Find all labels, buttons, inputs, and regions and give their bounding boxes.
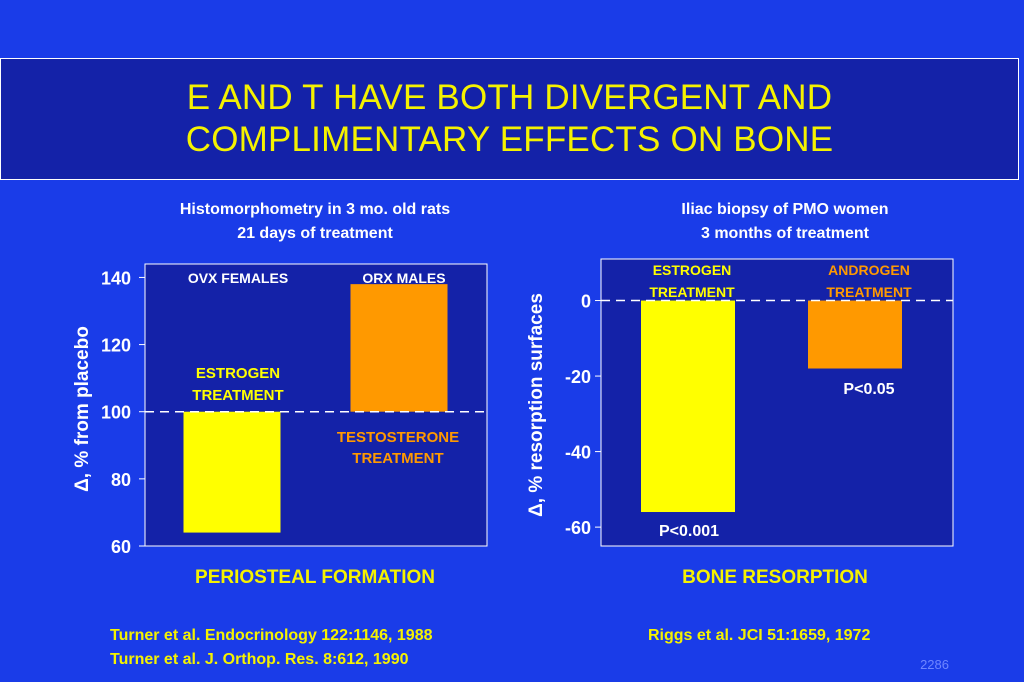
slide-number: 2286 (920, 657, 949, 672)
left-bar-testosterone (350, 284, 448, 412)
left-bar-label-estrogen-1: ESTROGEN (196, 365, 280, 382)
left-group-label-ovx: OVX FEMALES (188, 270, 288, 286)
right-chart-subtitle: Iliac biopsy of PMO women 3 months of tr… (590, 198, 980, 246)
right-pvalue-androgen: P<0.05 (843, 381, 894, 398)
right-chart-xlabel: BONE RESORPTION (682, 567, 868, 588)
left-y-axis-label: Δ, % from placebo (72, 326, 93, 492)
right-y-tick-label: 0 (581, 292, 591, 312)
reference-3: Riggs et al. JCI 51:1659, 1972 (648, 627, 871, 644)
right-references: Riggs et al. JCI 51:1659, 1972 (648, 624, 870, 648)
left-y-tick-label: 140 (101, 268, 131, 288)
left-y-tick-label: 100 (101, 403, 131, 423)
left-chart-xlabel: PERIOSTEAL FORMATION (195, 567, 435, 588)
left-bar-label-estrogen-2: TREATMENT (192, 387, 283, 404)
reference-2: Turner et al. J. Orthop. Res. 8:612, 199… (110, 651, 409, 668)
left-y-tick-label: 120 (101, 336, 131, 356)
right-bar-label-androgen-2: TREATMENT (826, 284, 912, 300)
slide-title-line-2: COMPLIMENTARY EFFECTS ON BONE (185, 120, 834, 159)
left-group-label-orx: ORX MALES (362, 270, 445, 286)
right-subtitle-line-1: Iliac biopsy of PMO women (681, 201, 889, 218)
right-bar-label-estrogen-1: ESTROGEN (653, 262, 732, 278)
left-y-tick-label: 80 (111, 470, 131, 490)
right-y-tick-label: -40 (565, 443, 591, 463)
right-bar-label-androgen-1: ANDROGEN (828, 262, 910, 278)
left-bar-label-testosterone-2: TREATMENT (352, 450, 443, 467)
slide-title-line-1: E AND T HAVE BOTH DIVERGENT AND (186, 78, 833, 117)
right-bar-estrogen (641, 300, 735, 513)
left-bar-label-testosterone-1: TESTOSTERONE (337, 429, 459, 446)
right-subtitle-line-2: 3 months of treatment (700, 225, 869, 242)
left-subtitle-line-1: Histomorphometry in 3 mo. old rats (179, 201, 451, 218)
left-chart-subtitle: Histomorphometry in 3 mo. old rats 21 da… (110, 198, 520, 246)
right-bar-androgen (808, 300, 902, 369)
left-subtitle-line-2: 21 days of treatment (237, 225, 393, 242)
right-y-tick-label: -60 (565, 518, 591, 538)
left-y-tick-label: 60 (111, 537, 131, 557)
title-banner: E AND T HAVE BOTH DIVERGENT AND COMPLIME… (0, 58, 1019, 180)
right-pvalue-estrogen: P<0.001 (659, 523, 719, 540)
right-bar-label-estrogen-2: TREATMENT (649, 284, 735, 300)
left-bar-estrogen (183, 411, 281, 533)
left-references: Turner et al. Endocrinology 122:1146, 19… (110, 624, 433, 672)
right-y-axis-label: Δ, % resorption surfaces (526, 293, 547, 517)
reference-1: Turner et al. Endocrinology 122:1146, 19… (110, 627, 433, 644)
right-y-tick-label: -20 (565, 367, 591, 387)
